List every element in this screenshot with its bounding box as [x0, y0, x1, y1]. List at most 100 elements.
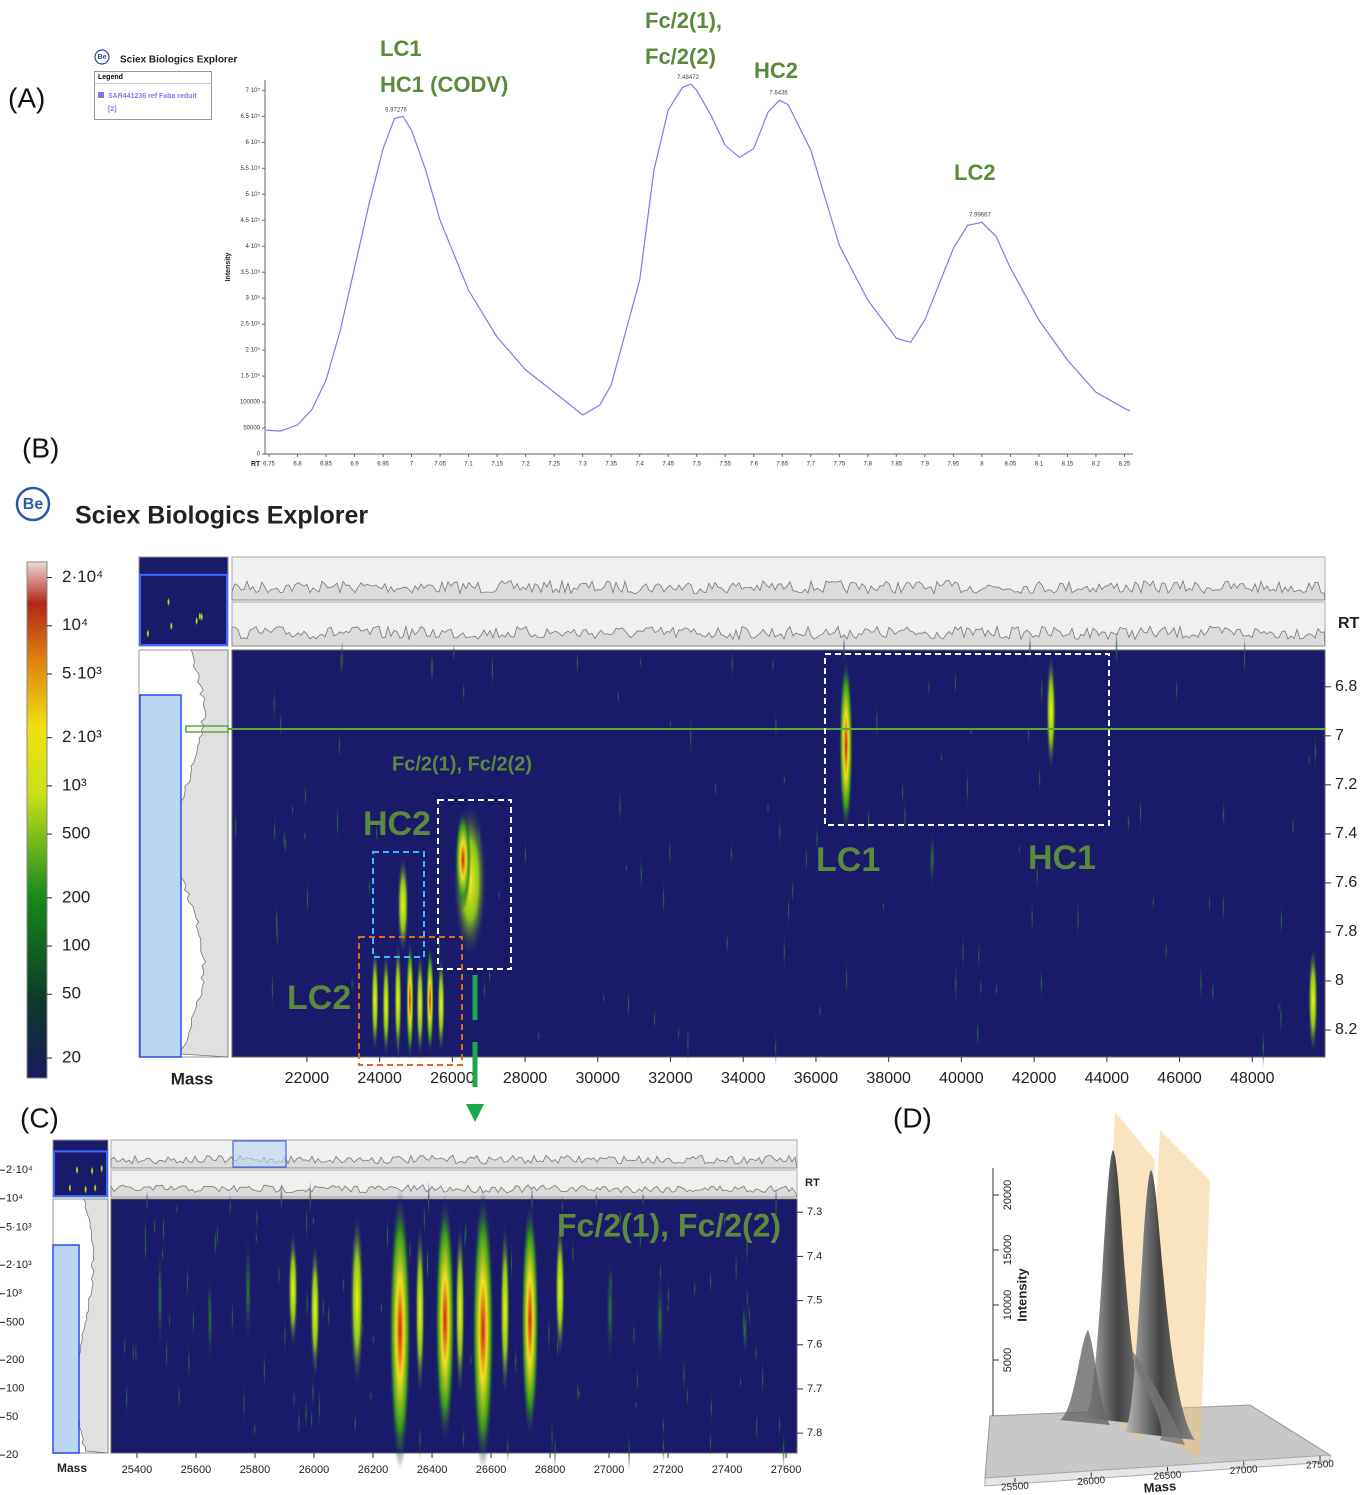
background-signal: [488, 965, 491, 988]
y-tick-label: 7: [1335, 727, 1344, 744]
x-tick-label: 8.1: [1035, 462, 1044, 468]
background-signal: [550, 1417, 554, 1457]
signal-spot: [397, 855, 409, 955]
background-signal: [1115, 630, 1118, 670]
background-signal: [954, 961, 958, 1007]
background-signal: [693, 1276, 696, 1302]
signal-spot: [455, 1220, 465, 1400]
background-signal: [1277, 999, 1281, 1014]
background-signal: [677, 1024, 680, 1042]
background-signal: [842, 635, 846, 667]
signal-spot: [606, 1250, 614, 1370]
thumb-spot: [90, 1165, 94, 1176]
background-signal: [641, 1191, 645, 1210]
background-signal: [940, 749, 943, 765]
colorbar-tick-label: 2·10⁴: [62, 567, 103, 586]
x-tick-label: 28000: [503, 1070, 548, 1087]
z-tick-label: 15000: [1002, 1235, 1014, 1266]
x-axis-title: Mass: [57, 1461, 87, 1475]
background-signal: [901, 777, 904, 808]
background-signal: [263, 1347, 266, 1393]
peak-surface: [1085, 1150, 1150, 1425]
background-signal: [1291, 813, 1295, 840]
background-signal: [1038, 763, 1041, 795]
signal-spot: [394, 940, 402, 1060]
signal-spot: [430, 648, 434, 688]
background-signal: [134, 1339, 138, 1367]
background-signal: [709, 1266, 712, 1298]
y-tick-label: 100000: [240, 400, 261, 406]
x-tick-label: 7.4: [636, 462, 645, 468]
background-signal: [1030, 896, 1034, 939]
background-signal: [311, 1373, 315, 1412]
colorbar-tick-label: 200: [6, 1354, 24, 1366]
background-signal: [255, 1229, 258, 1247]
background-signal: [774, 1184, 778, 1229]
background-signal: [1036, 858, 1039, 893]
x-tick-label: 25600: [181, 1464, 212, 1476]
x-tick-label: 6.85: [320, 462, 332, 468]
y-tick-label: 8.2: [1335, 1021, 1357, 1038]
background-signal: [1175, 674, 1178, 706]
background-signal: [305, 1282, 309, 1326]
background-signal: [791, 874, 794, 907]
highlight-box: [358, 936, 463, 1066]
background-signal: [368, 877, 371, 898]
z-tick-label: 5000: [1002, 1348, 1014, 1372]
z-tick-label: 10000: [1002, 1290, 1014, 1321]
background-signal: [627, 985, 630, 1024]
colorbar-tick-label: 10³: [6, 1288, 22, 1300]
x-tick-label: 8.25: [1119, 462, 1131, 468]
background-signal: [714, 779, 717, 799]
thumb-spot: [200, 611, 204, 622]
background-signal: [686, 1021, 690, 1063]
background-signal: [1139, 793, 1142, 834]
colorbar-tick-label: 100: [62, 936, 90, 955]
background-signal: [1211, 976, 1215, 1008]
annotation: Fc/2(2): [645, 44, 716, 69]
background-signal: [787, 891, 790, 930]
x-tick-label: 26800: [535, 1464, 566, 1476]
background-signal: [306, 876, 309, 921]
legend-title: Legend: [95, 72, 211, 84]
y-tick-label: 7·10⁵: [246, 87, 261, 94]
background-signal: [1076, 896, 1080, 943]
background-signal: [774, 1029, 777, 1066]
background-signal: [369, 1388, 373, 1404]
background-signal: [977, 936, 981, 976]
x-tick-label: 26200: [358, 1464, 389, 1476]
background-signal: [867, 803, 870, 840]
y-tick-label: 7.6: [807, 1339, 822, 1351]
background-signal: [339, 645, 343, 679]
background-signal: [576, 647, 579, 678]
x-tick-label: 27400: [712, 1464, 743, 1476]
background-signal: [524, 838, 527, 871]
background-signal: [304, 1394, 308, 1433]
overview-thumbnail: [138, 556, 229, 647]
signal-spot: [389, 1190, 411, 1470]
background-signal: [709, 1390, 713, 1426]
background-signal: [242, 1381, 246, 1427]
background-signal: [497, 888, 501, 902]
background-signal: [297, 1403, 301, 1442]
background-signal: [153, 1214, 156, 1239]
background-signal: [667, 1280, 670, 1312]
background-signal: [353, 1410, 357, 1438]
x-tick-label: 26000: [430, 1070, 475, 1087]
heatmap-b-layer: 2·10⁴ 10⁴ 5·10³ 2·10³ 10³ 500 200 100 50 20 6.8 7 7.…: [26, 556, 1360, 1122]
background-signal: [1152, 893, 1155, 911]
y-tick-label: 6.8: [1335, 678, 1357, 695]
x-tick-label: 8.15: [1062, 462, 1074, 468]
highlight-box: [824, 653, 1110, 826]
signal-spot: [416, 950, 424, 1060]
background-signal: [595, 1191, 598, 1211]
background-signal: [318, 1384, 321, 1430]
thumb-spot: [68, 1182, 72, 1193]
peak-label: 6.97276: [385, 108, 407, 114]
background-signal: [305, 1200, 308, 1245]
background-signal: [662, 877, 665, 920]
y-tick-label: 4·10⁵: [246, 243, 261, 250]
signal-spot: [500, 1220, 510, 1400]
background-signal: [682, 1354, 686, 1398]
background-signal: [452, 643, 455, 664]
